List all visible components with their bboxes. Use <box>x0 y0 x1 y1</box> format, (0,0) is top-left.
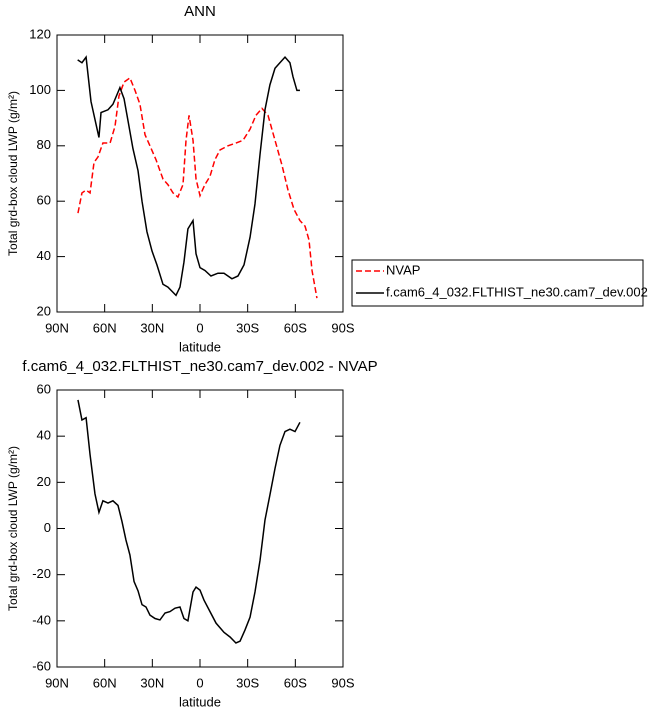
x-tick-label: 60N <box>93 675 117 690</box>
x-tick-label: 30S <box>236 675 259 690</box>
x-tick-label: 60N <box>93 320 117 335</box>
chart-title: f.cam6_4_032.FLTHIST_ne30.cam7_dev.002 -… <box>22 358 377 375</box>
y-tick-label: 20 <box>37 474 51 489</box>
x-tick-label: 90S <box>331 320 354 335</box>
y-tick-label: 60 <box>37 193 51 208</box>
y-tick-label: 80 <box>37 137 51 152</box>
data-line <box>77 55 300 297</box>
y-tick-label: -60 <box>32 658 51 673</box>
x-tick-label: 90N <box>45 675 69 690</box>
y-tick-label: 40 <box>37 428 51 443</box>
x-tick-label: 60S <box>284 320 307 335</box>
plot-frame <box>56 34 344 313</box>
chart-title: ANN <box>184 3 216 20</box>
y-tick-label: 60 <box>37 381 51 396</box>
y-tick-label: -40 <box>32 612 51 627</box>
x-tick-label: 0 <box>196 320 203 335</box>
plot-frame <box>56 389 344 668</box>
x-tick-label: 30S <box>236 320 259 335</box>
y-tick-label: 20 <box>37 303 51 318</box>
y-axis-label: Total grd-box cloud LWP (g/m²) <box>6 91 20 256</box>
x-tick-label: 90S <box>331 675 354 690</box>
data-line <box>77 399 301 644</box>
y-tick-label: -20 <box>32 566 51 581</box>
y-tick-label: 120 <box>29 26 51 41</box>
y-axis-label: Total grd-box cloud LWP (g/m²) <box>6 446 20 611</box>
y-tick-label: 0 <box>44 520 51 535</box>
legend-label: f.cam6_4_032.FLTHIST_ne30.cam7_dev.002 <box>386 284 648 299</box>
x-tick-label: 60S <box>284 675 307 690</box>
x-axis-label: latitude <box>179 339 221 354</box>
x-tick-label: 0 <box>196 675 203 690</box>
x-tick-label: 30N <box>140 675 164 690</box>
x-tick-label: 90N <box>45 320 69 335</box>
x-tick-label: 30N <box>140 320 164 335</box>
x-axis-label: latitude <box>179 694 221 709</box>
legend-box <box>351 259 644 307</box>
y-tick-label: 40 <box>37 248 51 263</box>
data-line <box>77 76 318 299</box>
y-tick-label: 100 <box>29 82 51 97</box>
legend-label: NVAP <box>386 262 420 277</box>
